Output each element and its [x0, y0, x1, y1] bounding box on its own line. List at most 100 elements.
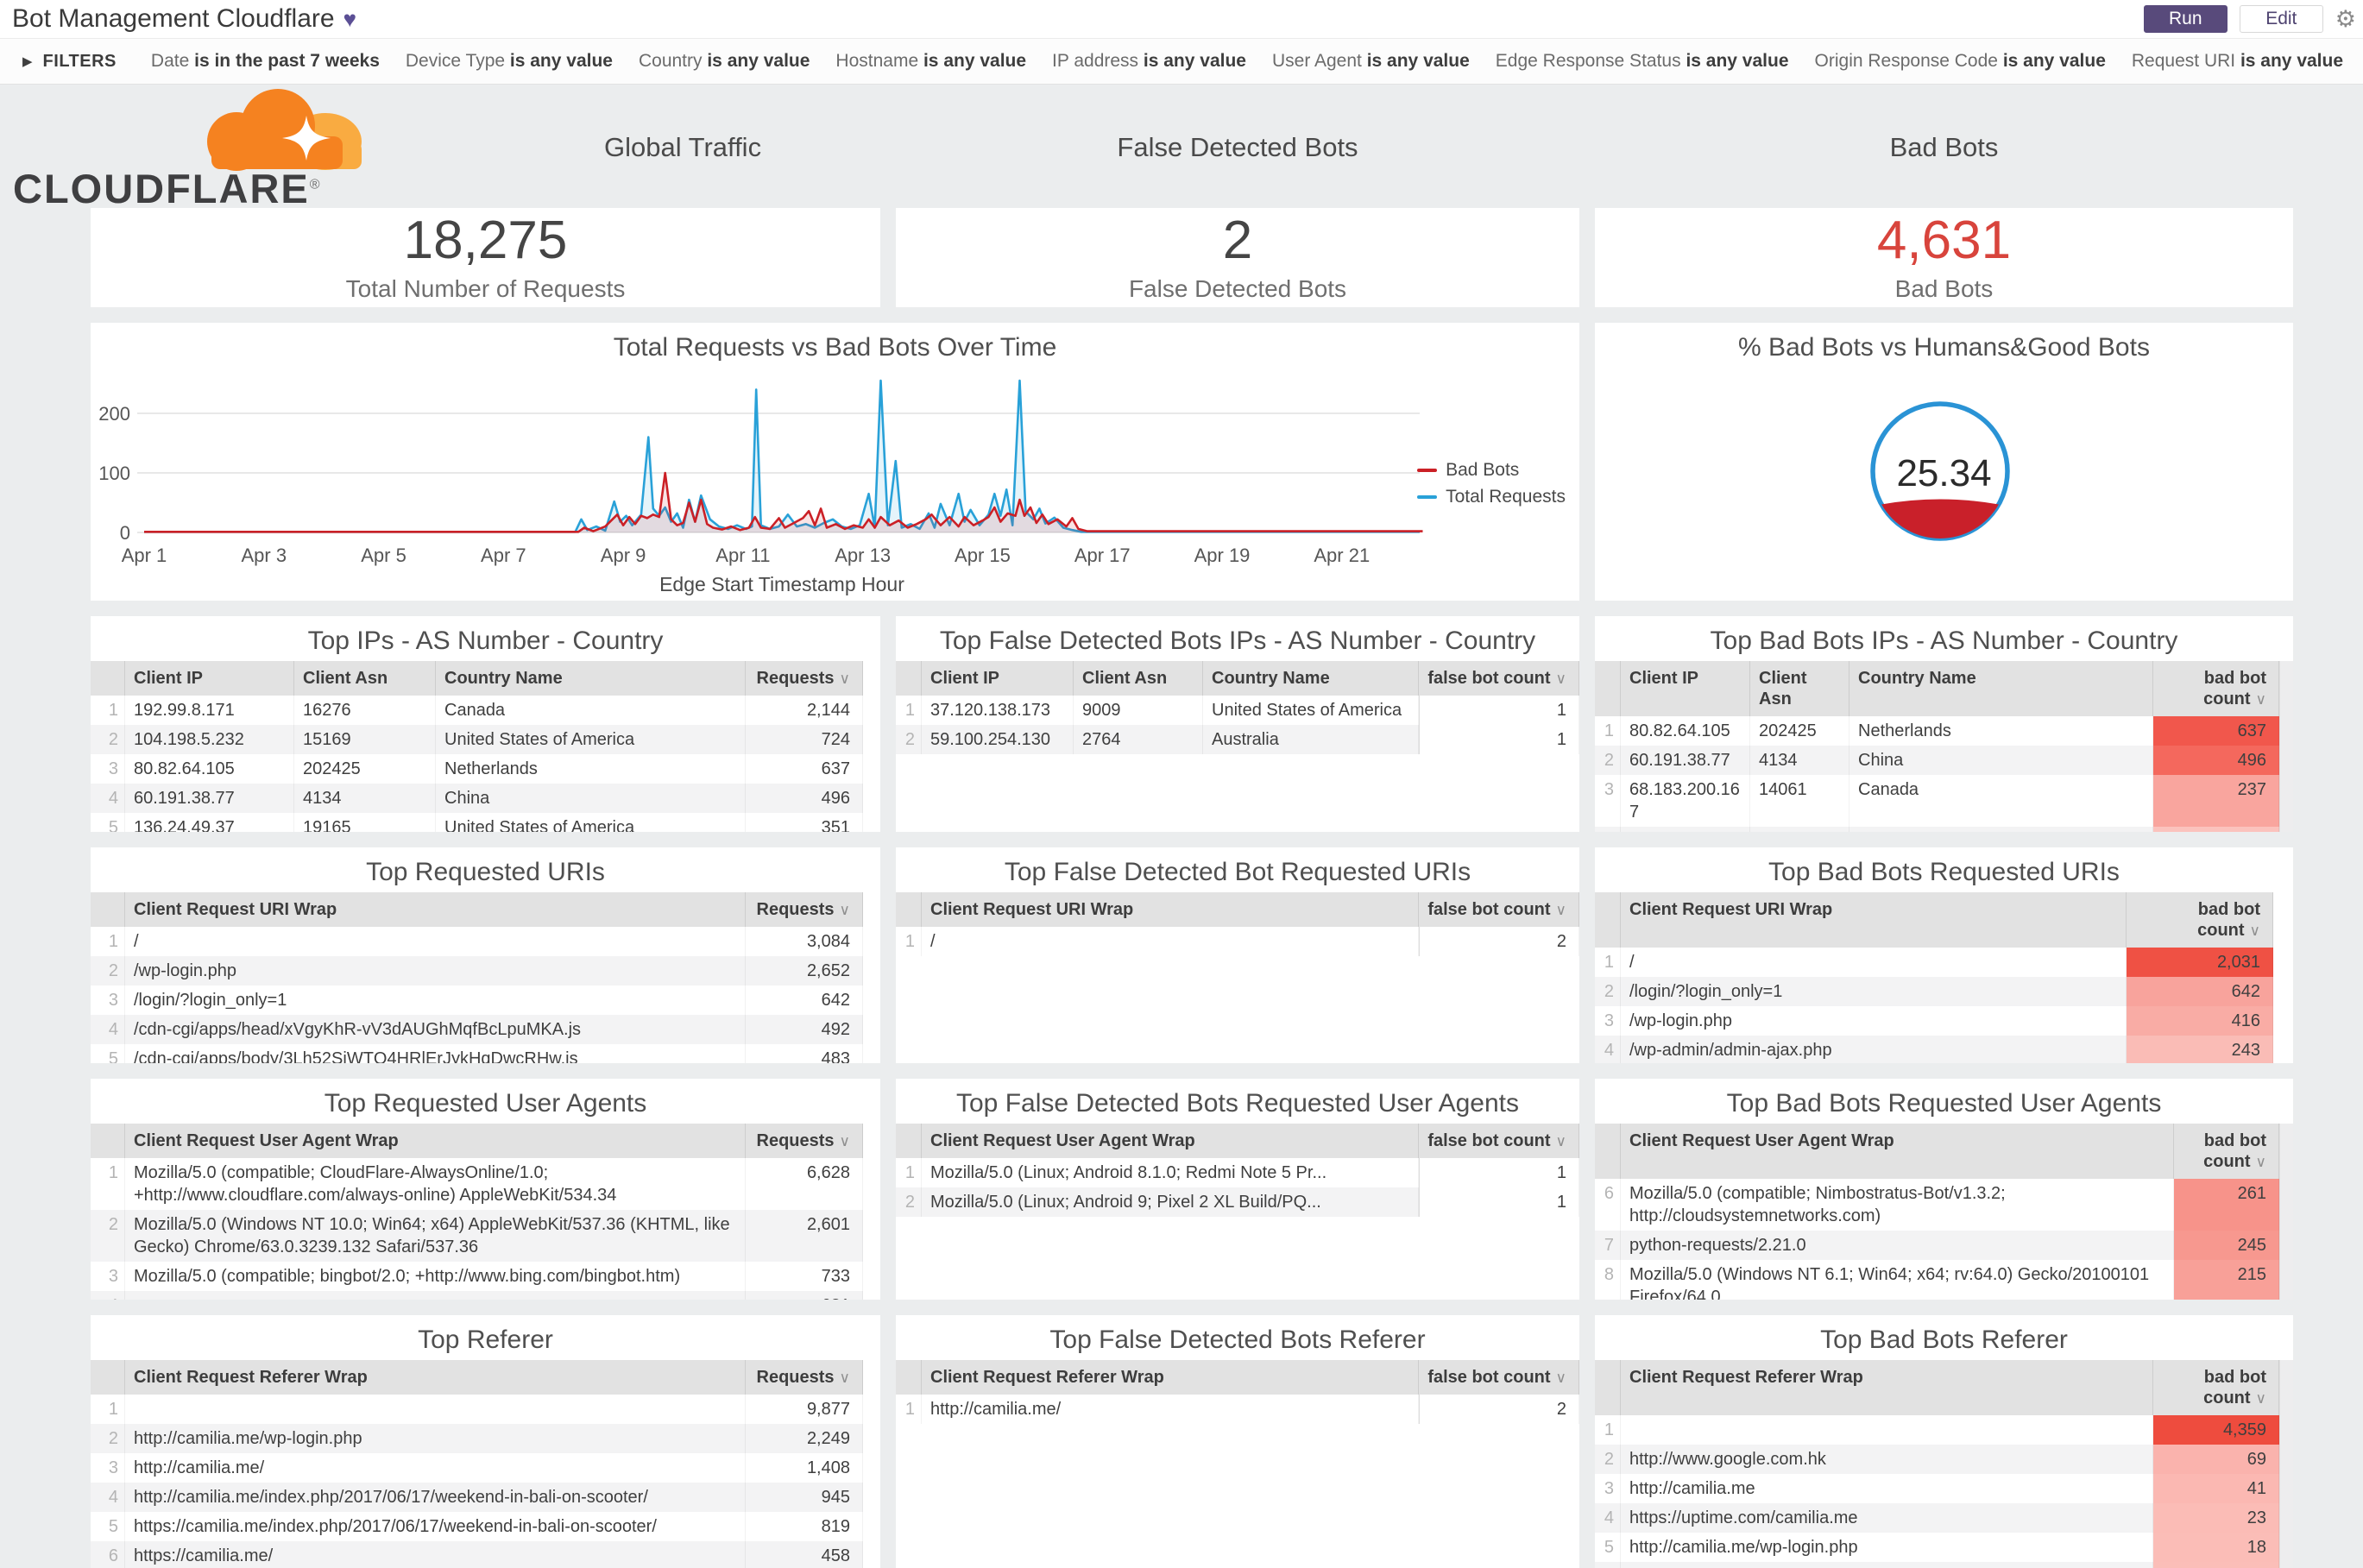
filter-chip[interactable]: Date is in the past 7 weeks [150, 51, 380, 71]
table-row[interactable]: 3 68.183.200.167 14061 Canada 237 [1595, 775, 2279, 827]
column-header[interactable]: Client Request Referer Wrap [125, 1360, 746, 1395]
filter-chip[interactable]: User Agent is any value [1271, 51, 1470, 71]
column-header[interactable] [896, 1124, 922, 1158]
column-header[interactable]: bad bot count ∨ [2153, 1360, 2279, 1415]
table-row[interactable]: 1 Mozilla/5.0 (compatible; CloudFlare-Alw… [91, 1158, 863, 1210]
table-row[interactable]: 2/wp-login.php 2,652 [91, 956, 863, 986]
column-header[interactable]: Requests ∨ [746, 1360, 863, 1395]
table-row[interactable]: 6 Mozilla/5.0 (compatible; Nimbostratus-B… [1595, 1179, 2279, 1231]
table-scrollbar[interactable] [2279, 1360, 2293, 1568]
column-header[interactable] [896, 1360, 922, 1395]
column-header[interactable]: Country Name [436, 661, 746, 696]
column-header[interactable] [1595, 661, 1621, 716]
table-row[interactable]: 6 https://camilia.me/458 [91, 1541, 863, 1568]
column-header[interactable] [896, 892, 922, 927]
edit-button[interactable]: Edit [2239, 5, 2323, 33]
column-header[interactable]: Client Request Referer Wrap [922, 1360, 1419, 1395]
column-header[interactable]: Requests ∨ [746, 661, 863, 696]
column-header[interactable]: Requests ∨ [746, 892, 863, 927]
column-header[interactable]: bad bot count ∨ [2153, 661, 2279, 716]
table-row[interactable]: 2 59.100.254.130 2764 Australia 1 [896, 725, 1579, 754]
table-row[interactable]: 2 http://camilia.me/wp-login.php 2,249 [91, 1424, 863, 1453]
column-header[interactable] [91, 1360, 125, 1395]
table-row[interactable]: 461.160.221.7323650China144 [1595, 827, 2279, 832]
column-header[interactable] [1595, 892, 1621, 948]
table-row[interactable]: 4/cdn-cgi/apps/head/xVgyKhR-vV3dAUGhMqfB… [91, 1015, 863, 1044]
column-header[interactable]: Country Name [1849, 661, 2153, 716]
column-header[interactable]: Client IP [1621, 661, 1750, 716]
table-row[interactable]: 1/2 [896, 927, 1579, 956]
column-header[interactable]: Client Asn [294, 661, 436, 696]
table-row[interactable]: 5 http://camilia.me/wp-login.php 18 [1595, 1533, 2279, 1562]
table-row[interactable]: 1 37.120.138.173 9009 United States of Amer… [896, 696, 1579, 725]
column-header[interactable] [91, 661, 125, 696]
table-row[interactable]: 4 http://camilia.me/index.php/2017/06/17/… [91, 1483, 863, 1512]
column-header[interactable] [1595, 1124, 1621, 1179]
filter-chip[interactable]: Origin Response Code is any value [1814, 51, 2106, 71]
column-header[interactable]: false bot count ∨ [1419, 892, 1579, 927]
table-row[interactable]: 1 4,359 [1595, 1415, 2279, 1445]
table-row[interactable]: 1 http://camilia.me/2 [896, 1395, 1579, 1424]
table-row[interactable]: 4 60.191.38.77 4134 China 496 [91, 784, 863, 813]
table-row[interactable]: 1 192.99.8.171 16276 Canada 2,144 [91, 696, 863, 725]
column-header[interactable]: Country Name [1203, 661, 1419, 696]
filter-chip[interactable]: Edge Response Status is any value [1495, 51, 1789, 71]
table-row[interactable]: 5 136.24.49.37 19165 United States of Ameri… [91, 813, 863, 832]
column-header[interactable]: Client Request User Agent Wrap [125, 1124, 746, 1158]
table-row[interactable]: 4/wp-admin/admin-ajax.php 243 [1595, 1036, 2273, 1063]
table-scrollbar[interactable] [2279, 661, 2293, 832]
column-header[interactable]: bad bot count ∨ [2127, 892, 2273, 948]
gear-icon[interactable]: ⚙ [2335, 5, 2356, 32]
table-row[interactable]: 1/2,031 [1595, 948, 2273, 977]
table-row[interactable]: 2 Mozilla/5.0 (Windows NT 10.0; Win64; x6… [91, 1210, 863, 1262]
table-row[interactable]: 5/cdn-cgi/apps/body/3Lh52SjWTQ4HRlErJykH… [91, 1044, 863, 1063]
column-header[interactable]: false bot count ∨ [1419, 661, 1579, 696]
column-header[interactable]: false bot count ∨ [1419, 1124, 1579, 1158]
filter-chip[interactable]: Device Type is any value [405, 51, 613, 71]
filter-chip[interactable]: Request URI is any value [2131, 51, 2344, 71]
column-header[interactable]: Client Request User Agent Wrap [1621, 1124, 2174, 1179]
table-row[interactable]: 2 Mozilla/5.0 (Linux; Android 9; Pixel 2 … [896, 1187, 1579, 1217]
column-header[interactable]: Client Asn [1750, 661, 1849, 716]
column-header[interactable]: Client Request Referer Wrap [1621, 1360, 2153, 1415]
table-row[interactable]: 2/login/?login_only=1 642 [1595, 977, 2273, 1006]
table-row[interactable]: 8 Mozilla/5.0 (Windows NT 6.1; Win64; x64… [1595, 1260, 2279, 1300]
table-row[interactable]: 1/3,084 [91, 927, 863, 956]
table-row[interactable]: 1 9,877 [91, 1395, 863, 1424]
column-header[interactable]: false bot count ∨ [1419, 1360, 1579, 1395]
table-row[interactable]: 2 60.191.38.77 4134 China 496 [1595, 746, 2279, 775]
table-row[interactable]: 1 80.82.64.105 202425 Netherlands 637 [1595, 716, 2279, 746]
column-header[interactable]: bad bot count ∨ [2174, 1124, 2279, 1179]
table-row[interactable]: 3/wp-login.php 416 [1595, 1006, 2273, 1036]
column-header[interactable]: Client Request URI Wrap [922, 892, 1419, 927]
column-header[interactable] [91, 1124, 125, 1158]
column-header[interactable]: Client Request URI Wrap [125, 892, 746, 927]
column-header[interactable]: Client Request User Agent Wrap [922, 1124, 1419, 1158]
legend-item[interactable]: Bad Bots [1417, 460, 1566, 481]
table-row[interactable]: 2 104.198.5.232 15169 United States of Amer… [91, 725, 863, 754]
column-header[interactable] [91, 892, 125, 927]
table-row[interactable]: 3 http://camilia.me/1,408 [91, 1453, 863, 1483]
table-row[interactable]: 3 http://camilia.me 41 [1595, 1474, 2279, 1503]
filter-chip[interactable]: Hostname is any value [835, 51, 1027, 71]
table-row[interactable]: 3 80.82.64.105 202425 Netherlands 637 [91, 754, 863, 784]
table-row[interactable]: 1 Mozilla/5.0 (Linux; Android 8.1.0; Redm… [896, 1158, 1579, 1187]
filter-chip[interactable]: IP address is any value [1052, 51, 1246, 71]
column-header[interactable]: Requests ∨ [746, 1124, 863, 1158]
table-row[interactable]: 3 Mozilla/5.0 (compatible; bingbot/2.0; +… [91, 1262, 863, 1291]
table-row[interactable]: 4 681 [91, 1291, 863, 1300]
column-header[interactable] [1595, 1360, 1621, 1415]
column-header[interactable]: Client IP [922, 661, 1074, 696]
filters-expand-icon[interactable]: ▶ [22, 54, 33, 69]
column-header[interactable]: Client IP [125, 661, 294, 696]
filter-chip[interactable]: Country is any value [638, 51, 810, 71]
run-button[interactable]: Run [2143, 5, 2228, 33]
column-header[interactable]: Client Asn [1074, 661, 1203, 696]
table-row[interactable]: 5 https://camilia.me/index.php/2017/06/17… [91, 1512, 863, 1541]
legend-item[interactable]: Total Requests [1417, 487, 1566, 507]
table-row[interactable]: 4 https://uptime.com/camilia.me 23 [1595, 1503, 2279, 1533]
table-row[interactable]: 7 python-requests/2.21.0 245 [1595, 1231, 2279, 1260]
table-row[interactable]: 2 http://www.google.com.hk 69 [1595, 1445, 2279, 1474]
table-scrollbar[interactable] [2279, 1124, 2293, 1300]
column-header[interactable]: Client Request URI Wrap [1621, 892, 2127, 948]
